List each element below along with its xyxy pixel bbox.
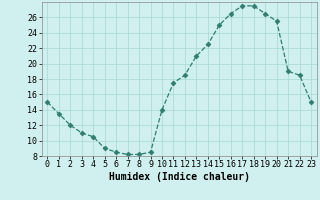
X-axis label: Humidex (Indice chaleur): Humidex (Indice chaleur)	[109, 172, 250, 182]
